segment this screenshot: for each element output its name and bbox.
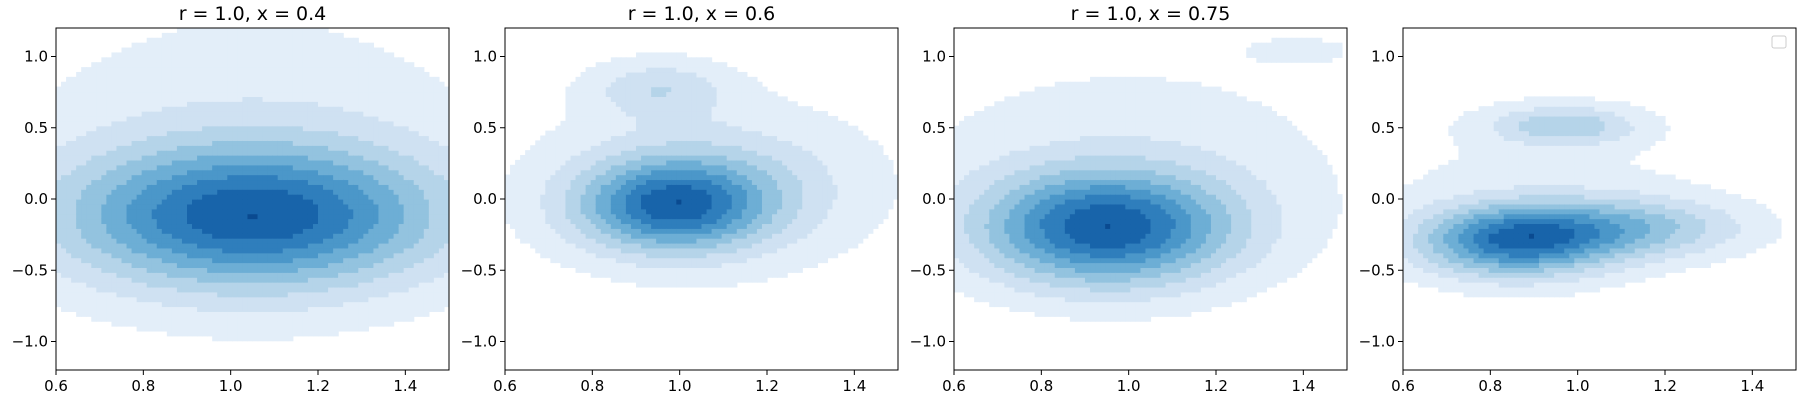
x-tick-label: 1.0 [668, 377, 692, 395]
subplot-2: 0.6 0.8 1.0 1.2 1.4 1.0 0.5 0.0 −0.5 −1.0 r = 1.0,… [461, 3, 899, 395]
contour-fill [56, 28, 449, 342]
x-tick-label: 0.6 [44, 377, 68, 395]
x-tick-label: 0.6 [493, 377, 517, 395]
subplot-4: 0.6 0.8 1.0 1.2 1.4 1.0 0.5 0.0 −0.5 −1.0 [1359, 27, 1797, 395]
y-tick-label: −0.5 [910, 261, 946, 279]
x-tick-label: 1.4 [1291, 377, 1315, 395]
x-tick-label: 0.8 [1029, 377, 1053, 395]
contour-fill [1403, 96, 1782, 298]
y-tick-label: 0.5 [922, 119, 946, 137]
y-tick-label: 1.0 [922, 48, 946, 66]
y-tick-label: 1.0 [1371, 48, 1395, 66]
y-tick-label: −1.0 [910, 333, 946, 351]
subplot-title: r = 1.0, x = 0.4 [179, 3, 327, 25]
y-tick-label: −1.0 [12, 333, 48, 351]
y-tick-label: 0.0 [922, 190, 946, 208]
y-tick-label: −1.0 [461, 333, 497, 351]
y-tick-label: 1.0 [473, 48, 497, 66]
x-tick-label: 0.8 [580, 377, 604, 395]
y-tick-label: −1.0 [1359, 333, 1395, 351]
x-tick-label: 1.2 [306, 377, 330, 395]
x-tick-label: 1.4 [393, 377, 417, 395]
y-tick-label: −0.5 [12, 261, 48, 279]
x-tick-label: 0.6 [1391, 377, 1415, 395]
y-tick-label: 0.5 [473, 119, 497, 137]
x-tick-label: 1.0 [219, 377, 243, 395]
y-tick-label: 0.0 [24, 190, 48, 208]
x-tick-label: 1.0 [1566, 377, 1590, 395]
y-tick-label: 0.0 [473, 190, 497, 208]
legend-box [1771, 35, 1787, 49]
subplot-title: r = 1.0, x = 0.6 [628, 3, 776, 25]
x-tick-label: 1.4 [1740, 377, 1764, 395]
x-tick-label: 1.0 [1117, 377, 1141, 395]
x-tick-label: 0.8 [131, 377, 155, 395]
y-tick-label: 0.5 [1371, 119, 1395, 137]
x-tick-label: 1.2 [1204, 377, 1228, 395]
x-tick-label: 0.6 [942, 377, 966, 395]
y-tick-label: 0.0 [1371, 190, 1395, 208]
subplot-3: 0.6 0.8 1.0 1.2 1.4 1.0 0.5 0.0 −0.5 −1.0 r = 1.0,… [910, 3, 1348, 395]
y-tick-label: −0.5 [1359, 261, 1395, 279]
contour-fill [505, 52, 898, 288]
contour-fill [954, 37, 1343, 322]
y-tick-label: 0.5 [24, 119, 48, 137]
x-tick-label: 1.4 [842, 377, 866, 395]
subplot-1: 0.6 0.8 1.0 1.2 1.4 1.0 0.5 0.0 −0.5 −1.0 r = 1.0,… [12, 3, 450, 395]
y-tick-label: −0.5 [461, 261, 497, 279]
x-tick-label: 1.2 [1653, 377, 1677, 395]
y-tick-label: 1.0 [24, 48, 48, 66]
subplot-title: r = 1.0, x = 0.75 [1071, 3, 1231, 25]
x-tick-label: 1.2 [755, 377, 779, 395]
x-tick-label: 0.8 [1478, 377, 1502, 395]
